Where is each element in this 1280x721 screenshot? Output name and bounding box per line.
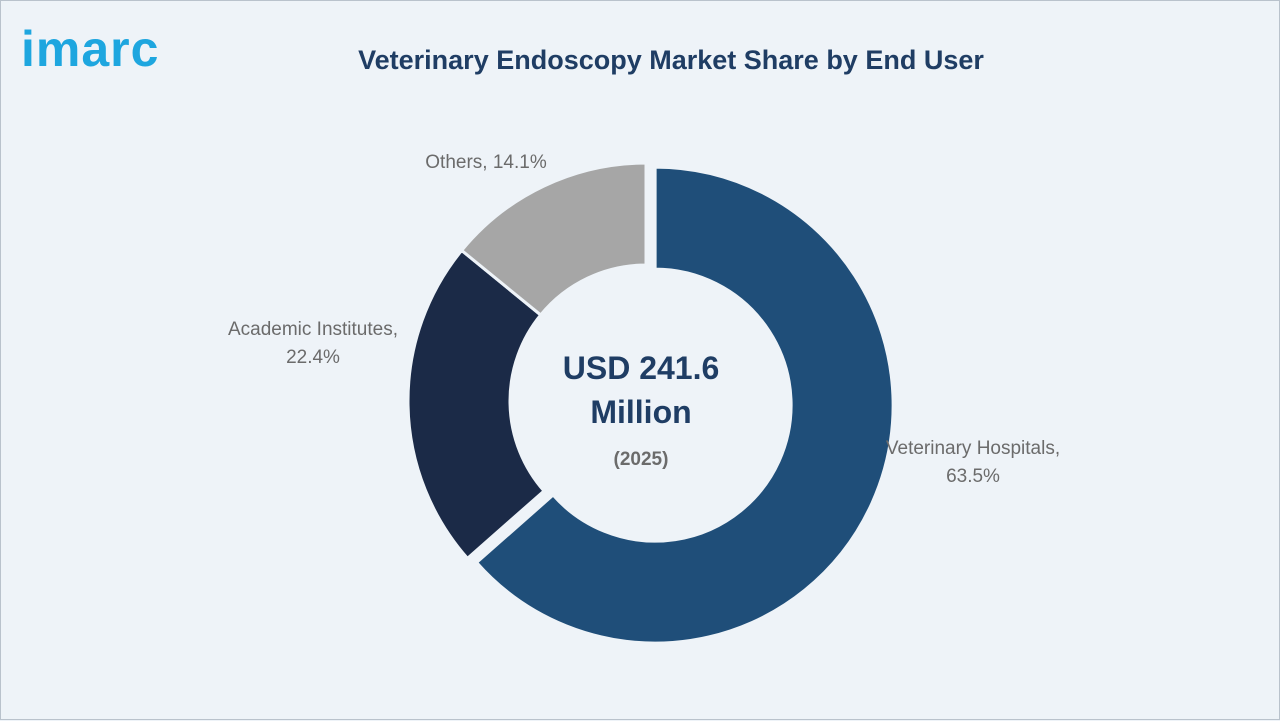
academic-institutes-label: Academic Institutes, 22.4% xyxy=(227,319,399,368)
academic-institutes-slice xyxy=(406,248,547,561)
veterinary-hospitals-label: Veterinary Hospitals, 63.5% xyxy=(885,438,1061,487)
center-year-label: (2025) xyxy=(613,449,669,470)
center-value-label: USD 241.6 Million xyxy=(562,350,720,430)
chart-title: Veterinary Endoscopy Market Share by End… xyxy=(358,45,984,75)
imarc-logo: imarc xyxy=(21,21,160,77)
others-label: Others, 14.1% xyxy=(425,152,547,173)
others-slice xyxy=(459,161,648,318)
veterinary-hospitals-slice xyxy=(474,165,895,645)
